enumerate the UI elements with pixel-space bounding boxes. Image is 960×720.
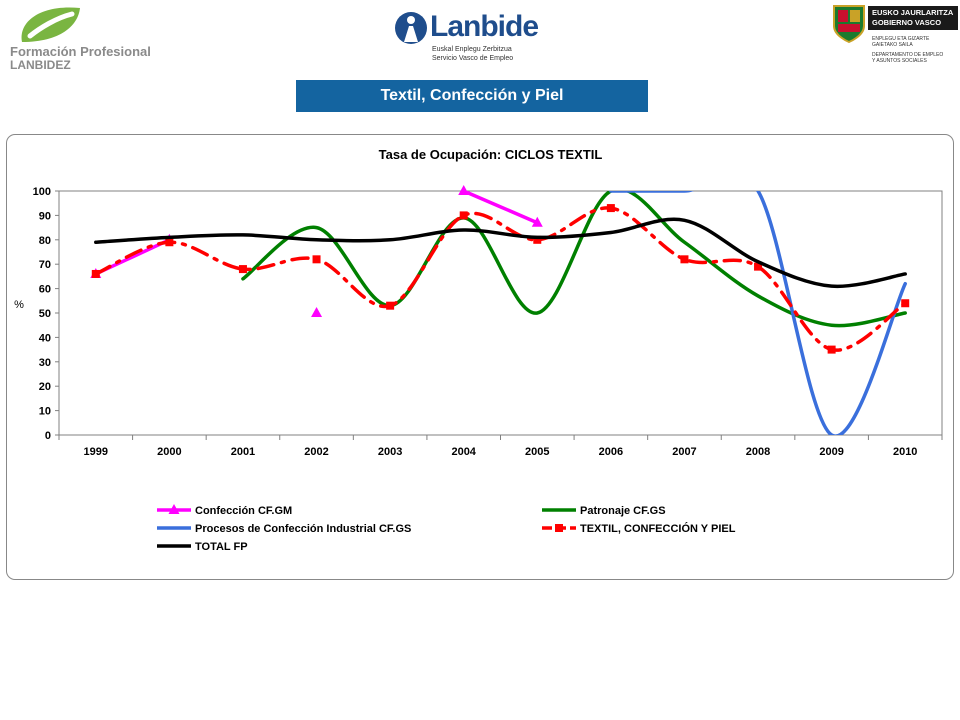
legend-marker-confeccion-cf-gm (168, 504, 180, 514)
x-tick-label: 2008 (746, 446, 770, 458)
fp-logo-line2: LANBIDEZ (10, 58, 71, 72)
data-point-textil-confeccion-y-piel (901, 299, 910, 308)
gv-coat-of-arms-icon (833, 5, 865, 44)
gv-dept-line1: ENPLEGU ETA GIZARTE (872, 36, 930, 42)
y-tick-label: 40 (39, 332, 51, 344)
y-tick-label: 50 (39, 308, 51, 320)
page-title: Textil, Confección y Piel (296, 80, 648, 112)
lanbide-emblem-icon (395, 12, 427, 44)
data-point-confeccion-cf-gm (311, 307, 323, 317)
x-tick-label: 2009 (819, 446, 843, 458)
series-line-patronaje-cf-gs (241, 191, 907, 328)
x-tick-label: 2003 (378, 446, 402, 458)
x-tick-label: 2006 (599, 446, 623, 458)
chart-frame: Tasa de Ocupación: CICLOS TEXTIL 0 10 20 30 4… (6, 134, 954, 580)
x-tick-label: 2002 (304, 446, 328, 458)
series-line-confeccion-cf-gm (461, 191, 540, 225)
y-axis-label: % (14, 299, 24, 311)
legend-label-textil-confeccion-y-piel: TEXTIL, CONFECCIÓN Y PIEL (580, 522, 736, 535)
y-tick-label: 20 (39, 381, 51, 393)
y-tick-label: 0 (45, 430, 51, 442)
gobierno-vasco-logo: EUSKO JAURLARITZA GOBIERNO VASCO ENPLEGU… (832, 2, 960, 72)
y-tick-label: 10 (39, 406, 51, 418)
y-tick-label: 60 (39, 284, 51, 296)
data-point-textil-confeccion-y-piel (165, 238, 174, 247)
x-tick-label: 1999 (84, 446, 108, 458)
lanbide-subtitle-2: Servicio Vasco de Empleo (432, 55, 514, 62)
gv-dept-line2: GAIETAKO SAILA (872, 42, 913, 48)
legend-label-patronaje-cf-gs: Patronaje CF.GS (580, 505, 666, 517)
plot-area-border (58, 190, 943, 436)
gv-dept-line3: DEPARTAMENTO DE EMPLEO (872, 52, 944, 58)
lanbide-name: Lanbide (430, 10, 539, 43)
y-tick-label: 80 (39, 235, 51, 247)
gv-band (868, 6, 958, 30)
data-point-confeccion-cf-gm (531, 216, 543, 227)
legend-label-procesos-de-confeccion-industrial-cf-gs: Procesos de Confección Industrial CF.GS (195, 523, 411, 535)
data-point-textil-confeccion-y-piel (91, 269, 100, 278)
y-tick-label: 100 (33, 186, 51, 198)
y-tick-label: 90 (39, 210, 51, 222)
x-tick-label: 2010 (893, 446, 917, 458)
data-point-confeccion-cf-gm (458, 185, 470, 195)
data-point-textil-confeccion-y-piel (312, 255, 321, 264)
x-tick-label: 2000 (157, 446, 181, 458)
data-point-textil-confeccion-y-piel (459, 211, 468, 220)
lanbide-subtitle-1: Euskal Enplegu Zerbitzua (432, 46, 512, 53)
occupancy-line-chart: Tasa de Ocupación: CICLOS TEXTIL 0 10 20 30 4… (14, 147, 943, 553)
y-tick-label: 70 (39, 259, 51, 271)
data-point-textil-confeccion-y-piel (386, 301, 395, 310)
data-point-textil-confeccion-y-piel (606, 204, 615, 213)
formacion-profesional-logo: Formación Profesional LANBIDEZ (4, 2, 194, 72)
chart-title: Tasa de Ocupación: CICLOS TEXTIL (379, 147, 603, 162)
gv-line2: GOBIERNO VASCO (872, 18, 942, 27)
x-tick-label: 2001 (231, 446, 255, 458)
series-line-total-fp (94, 217, 907, 289)
fp-leaf-icon (21, 7, 81, 42)
gv-dept-line4: Y ASUNTOS SOCIALES (872, 58, 927, 64)
legend-label-total-fp: TOTAL FP (195, 541, 248, 553)
y-tick-label: 30 (39, 357, 51, 369)
data-point-textil-confeccion-y-piel (680, 255, 689, 264)
fp-logo-line1: Formación Profesional (10, 44, 151, 59)
legend-label-confeccion-cf-gm: Confección CF.GM (195, 505, 292, 517)
data-point-textil-confeccion-y-piel (827, 345, 836, 354)
x-tick-label: 2005 (525, 446, 549, 458)
series-line-procesos-de-confeccion-industrial-cf-gs (609, 191, 907, 435)
data-point-textil-confeccion-y-piel (238, 265, 247, 274)
x-tick-label: 2007 (672, 446, 696, 458)
x-tick-label: 2004 (451, 446, 476, 458)
gv-line1: EUSKO JAURLARITZA (872, 8, 954, 17)
legend-marker-textil-confeccion-y-piel (555, 524, 563, 532)
data-point-textil-confeccion-y-piel (533, 235, 542, 244)
lanbide-logo: Lanbide Euskal Enplegu Zerbitzua Servici… (392, 6, 552, 66)
data-point-textil-confeccion-y-piel (754, 262, 763, 271)
